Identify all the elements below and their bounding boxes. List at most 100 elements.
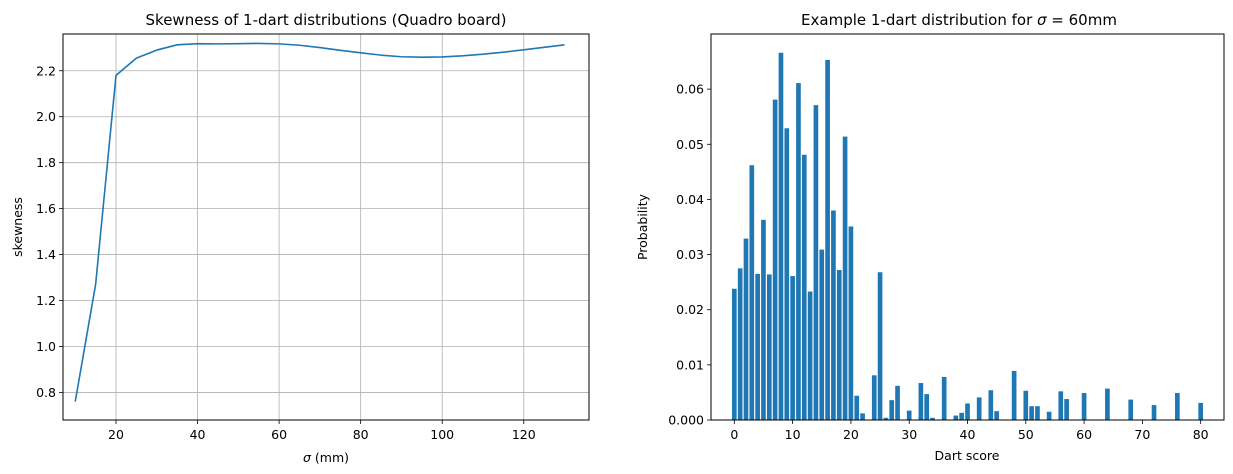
bar-score-32 [918,383,924,420]
left-y-tick-label: 1.8 [36,155,56,170]
right-title-suffix: = 60mm [1047,11,1117,29]
bar-score-39 [959,412,964,420]
left-axes-frame [62,33,590,421]
bar-score-45 [994,411,999,420]
skewness-line [74,42,565,402]
right-y-tick-label: 0.000 [668,413,704,428]
left-x-tick-label: 120 [512,427,536,442]
left-chart-title: Skewness of 1-dart distributions (Quadro… [146,11,507,29]
bar-score-51 [1029,406,1034,420]
right-x-tick-label: 10 [785,427,801,442]
bar-score-2 [743,238,749,420]
bar-score-6 [766,274,772,420]
bar-score-50 [1023,390,1029,420]
left-x-axis-label: σ (mm) [303,450,349,465]
bar-score-8 [778,52,784,420]
bar-score-36 [941,376,947,420]
bar-score-64 [1105,388,1110,420]
bar-score-11 [796,83,801,420]
left-y-ticks: 0.8 1.0 1.2 1.4 1.6 1.8 2.0 2.2 [36,63,63,400]
bar-score-44 [988,390,994,420]
bar-score-26 [883,417,889,420]
bar-score-33 [924,394,930,420]
bar-score-20 [848,226,854,420]
left-y-tick-label: 1.2 [36,293,56,308]
right-x-tick-label: 60 [1076,427,1092,442]
left-y-tick-label: 1.4 [36,247,56,262]
bar-score-30 [906,410,912,420]
skewness-chart: 20 40 60 80 100 120 0.81.01.21.41.61.82.02.2 … [10,11,590,465]
bar-score-21 [854,395,860,420]
right-y-tick-label: 0.06 [676,82,704,97]
bar-score-57 [1064,399,1069,420]
bar-score-52 [1035,406,1040,420]
right-y-ticks: 0.000 0.01 0.02 0.03 0.04 0.05 0.06 [668,82,711,428]
bar-score-19 [842,136,848,420]
left-x-tick-label: 20 [108,427,124,442]
right-x-tick-label: 50 [1018,427,1034,442]
bar-score-18 [836,270,842,420]
bar-score-14 [813,105,819,420]
bar-score-76 [1175,392,1180,420]
bar-score-40 [965,403,970,420]
bar-score-24 [871,375,877,420]
bar-score-9 [784,128,790,421]
left-x-tick-label: 80 [353,427,369,442]
bar-score-60 [1081,392,1087,420]
bar-score-4 [755,273,760,420]
bar-score-54 [1046,411,1052,420]
left-y-tick-label: 1.6 [36,201,56,216]
right-chart-title: Example 1-dart distribution for σ = 60mm [801,11,1117,29]
bar-score-80 [1198,402,1204,420]
bar-score-25 [877,272,883,420]
bar-score-15 [819,249,825,420]
left-x-tick-label: 40 [190,427,206,442]
left-x-axis-symbol: σ [303,450,312,465]
left-x-tick-label: 100 [430,427,454,442]
bar-score-42 [976,397,982,420]
bar-score-3 [749,165,755,420]
left-y-tick-label: 2.0 [36,109,56,124]
bar-score-48 [1011,370,1017,420]
bar-score-68 [1128,399,1134,420]
right-x-axis-label: Dart score [935,448,1000,463]
bar-score-1 [737,268,743,420]
right-y-axis-label: Probability [635,193,650,260]
left-y-tick-label: 2.2 [36,63,56,78]
left-y-tick-label: 0.8 [36,385,56,400]
right-y-tick-label: 0.03 [676,247,704,262]
bar-score-0 [731,288,737,420]
left-x-axis-unit: (mm) [311,450,349,465]
left-x-ticks: 20 40 60 80 100 120 [108,420,536,442]
bar-score-13 [807,291,813,420]
right-title-prefix: Example 1-dart distribution for [801,11,1037,29]
right-y-tick-label: 0.02 [676,302,704,317]
bar-score-34 [930,417,935,420]
right-x-tick-label: 30 [901,427,917,442]
right-y-tick-label: 0.04 [676,192,704,207]
right-x-tick-label: 0 [730,427,738,442]
bar-score-7 [772,99,778,421]
right-x-tick-label: 80 [1193,427,1209,442]
left-x-tick-label: 60 [271,427,287,442]
bar-score-72 [1151,405,1157,420]
right-x-tick-label: 70 [1134,427,1150,442]
right-x-tick-label: 40 [960,427,976,442]
bar-score-17 [831,210,836,420]
bar-score-12 [801,154,807,420]
right-x-ticks: 0 10 20 30 40 50 60 70 80 [730,420,1209,442]
bar-score-38 [953,415,959,420]
bar-score-56 [1058,391,1064,420]
bar-score-27 [889,400,895,420]
right-bars [731,52,1204,421]
bar-score-22 [860,413,865,420]
right-x-tick-label: 20 [843,427,859,442]
right-title-symbol: σ [1037,11,1047,29]
left-series-line [74,42,565,402]
bar-score-28 [895,385,900,420]
right-y-tick-label: 0.01 [676,357,704,372]
bar-score-10 [790,276,795,420]
left-y-tick-label: 1.0 [36,339,56,354]
left-y-axis-label: skewness [10,197,25,257]
